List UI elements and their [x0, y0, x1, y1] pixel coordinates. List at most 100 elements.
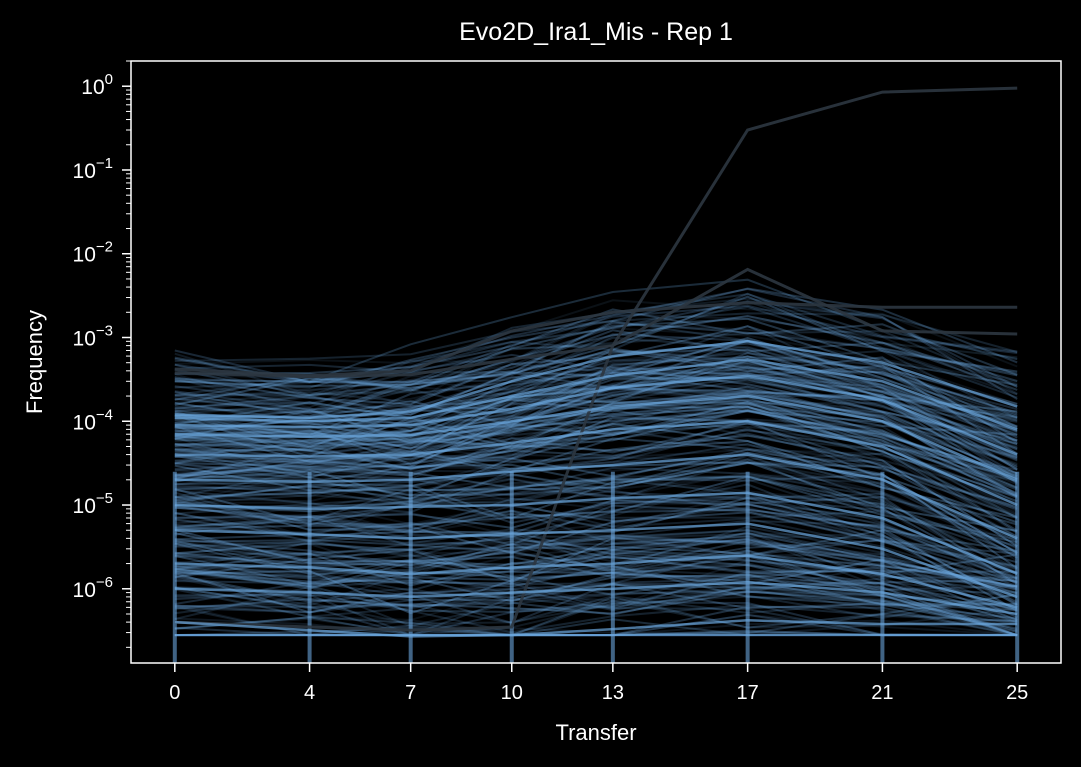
- lineage-line: [174, 593, 1018, 637]
- lineage-line: [174, 384, 1018, 457]
- lineage-line: [174, 397, 1018, 489]
- lineage-line: [174, 314, 1018, 401]
- lineage-line: [174, 367, 1018, 462]
- lineage-line: [174, 535, 1018, 622]
- lineage-line: [174, 300, 1018, 404]
- lineage-line: [174, 500, 1018, 574]
- lineage-line: [174, 347, 1018, 443]
- lineage-line: [174, 534, 1018, 588]
- lineage-line: [174, 378, 1018, 467]
- lineage-line: [174, 532, 1018, 570]
- lineage-line: [174, 452, 1018, 526]
- lineage-line: [174, 475, 1018, 584]
- lineage-line: [174, 373, 1018, 467]
- lineage-line: [174, 330, 1018, 398]
- lineage-line: [174, 549, 1018, 588]
- lineage-line: [174, 336, 1018, 419]
- lineage-line: [174, 529, 1018, 609]
- lineage-line: [174, 540, 1018, 588]
- lineage-line: [174, 321, 1018, 397]
- chart-title: Evo2D_Ira1_Mis - Rep 1: [459, 18, 733, 46]
- lineage-line: [174, 618, 1018, 637]
- lineage-line: [174, 361, 1018, 437]
- lineage-line: [174, 569, 1018, 613]
- lineage-line: [174, 525, 1018, 590]
- lineage-line: [174, 400, 1018, 498]
- lineage-line: [174, 502, 1018, 584]
- series-line: [174, 420, 1018, 507]
- lineage-line: [174, 601, 1018, 637]
- lineage-line: [174, 593, 1018, 637]
- lineage-line: [174, 395, 1018, 480]
- lineage-line: [174, 371, 1018, 458]
- lineage-line: [174, 531, 1018, 602]
- lineage-line: [174, 409, 1018, 483]
- series-line: [174, 522, 1018, 599]
- lineage-line: [174, 574, 1018, 623]
- lineage-line: [174, 297, 1018, 396]
- lineage-line: [174, 529, 1018, 560]
- series-line: [174, 267, 1018, 379]
- lineage-line: [174, 538, 1018, 588]
- lineage-line: [174, 558, 1018, 591]
- lineage-line: [174, 539, 1018, 619]
- lineage-line: [174, 352, 1018, 433]
- lineage-line: [174, 313, 1018, 409]
- lineage-line: [174, 564, 1018, 630]
- lineage-line: [174, 478, 1018, 580]
- plot-frame: [130, 60, 1062, 664]
- y-tick-label: 10−6: [73, 574, 113, 602]
- lineage-line: [174, 469, 1018, 562]
- lineage-line: [174, 342, 1018, 438]
- lineage-line: [174, 593, 1018, 634]
- lineage-line: [174, 434, 1018, 548]
- lineage-line: [174, 419, 1018, 543]
- lineage-line: [174, 336, 1018, 430]
- lineage-line: [174, 586, 1018, 633]
- lineage-line: [174, 545, 1018, 590]
- lineage-line: [174, 613, 1018, 637]
- series-line: [174, 554, 1018, 609]
- lineage-line: [174, 312, 1018, 362]
- lineage-line: [174, 348, 1018, 442]
- lineage-line: [174, 553, 1018, 614]
- lineage-line: [174, 539, 1018, 607]
- lineage-line: [174, 585, 1018, 624]
- lineage-line: [174, 509, 1018, 606]
- lineage-line: [174, 386, 1018, 464]
- lineage-line: [174, 409, 1018, 513]
- lineage-line: [174, 631, 1018, 637]
- lineage-line: [174, 355, 1018, 436]
- lineage-line: [174, 348, 1018, 408]
- series-line: [174, 491, 1018, 576]
- lineage-line: [174, 437, 1018, 518]
- lineage-line: [174, 426, 1018, 518]
- lineage-line: [174, 563, 1018, 607]
- lineage-line: [174, 329, 1018, 420]
- lineage-line: [174, 501, 1018, 590]
- lineage-line: [174, 528, 1018, 580]
- lineage-line: [174, 487, 1018, 557]
- series-line: [174, 619, 1018, 638]
- lineage-lines: [172, 86, 1020, 663]
- lineage-line: [174, 462, 1018, 538]
- series-line: [174, 580, 1018, 616]
- lineage-line: [174, 401, 1018, 468]
- lineage-line: [174, 515, 1018, 595]
- lineage-line: [174, 320, 1018, 428]
- lineage-line: [174, 325, 1018, 406]
- y-axis-label: Frequency: [22, 310, 47, 414]
- y-tick-label: 10−2: [73, 239, 113, 267]
- lineage-line: [174, 415, 1018, 471]
- x-tick-label: 10: [501, 682, 523, 704]
- lineage-line: [174, 577, 1018, 624]
- lineage-line: [174, 376, 1018, 465]
- lineage-line: [174, 387, 1018, 460]
- lineage-line: [174, 633, 1018, 637]
- lineage-line: [174, 541, 1018, 610]
- lineage-line: [174, 432, 1018, 509]
- lineage-line: [174, 549, 1018, 594]
- lineage-line: [174, 315, 1018, 401]
- lineage-line: [174, 565, 1018, 607]
